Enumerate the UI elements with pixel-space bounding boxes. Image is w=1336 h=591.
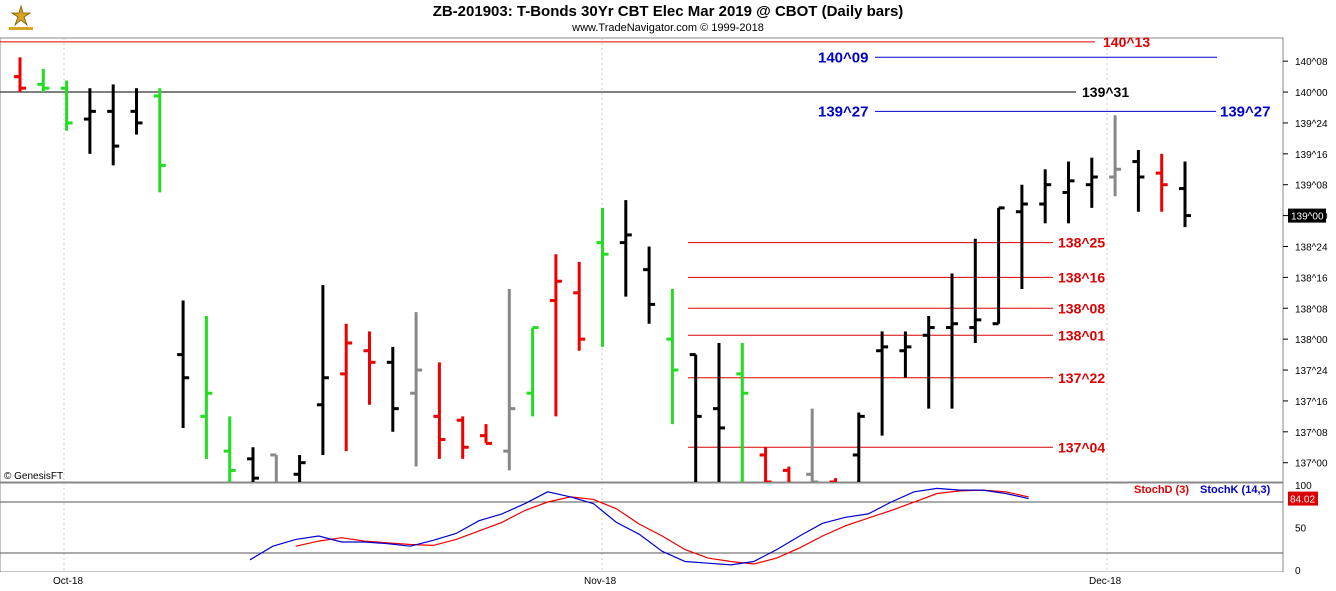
stochastic-panel (0, 482, 1284, 573)
y-axis-tick-label: 137^16 (1295, 397, 1328, 408)
chart-subtitle: www.TradeNavigator.com © 1999-2018 (572, 22, 764, 34)
level-label: 138^16 (1058, 269, 1105, 285)
level-label-right: 139^27 (1220, 103, 1270, 120)
ohlc-bar (480, 424, 492, 445)
y-axis-tick-label: 140^00 (1295, 88, 1328, 99)
y-axis-tick-label: 138^00 (1295, 335, 1328, 346)
genesis-credit: © GenesisFT (4, 471, 63, 482)
stoch-k-line (249, 487, 1029, 566)
price-panel (0, 37, 1284, 483)
ohlc-bar (852, 412, 865, 482)
level-label: 138^25 (1058, 235, 1105, 251)
stoch-d-legend: StochD (3) (1134, 484, 1189, 496)
ohlc-bar (1085, 157, 1098, 208)
ohlc-bar (736, 343, 749, 482)
x-axis-label: Dec-18 (1089, 576, 1122, 587)
ohlc-bar (1179, 161, 1191, 228)
ohlc-bar (666, 288, 679, 425)
chart-header: ZB-201903: T-Bonds 30Yr CBT Elec Mar 201… (0, 0, 1336, 38)
level-label: 140^09 (818, 49, 868, 66)
trade-navigator-logo-icon (9, 4, 33, 30)
ohlc-bar (456, 416, 469, 459)
y-axis-tick-label: 137^00 (1295, 459, 1328, 470)
date-axis-band (0, 572, 1283, 591)
ohlc-bar (946, 273, 958, 409)
level-label: 139^27 (818, 103, 868, 120)
ohlc-bar (992, 206, 1005, 326)
ohlc-bar (223, 416, 236, 482)
ohlc-bar (316, 285, 329, 455)
level-label: 140^13 (1103, 34, 1150, 50)
ohlc-bar (922, 315, 935, 409)
ohlc-bar (503, 288, 516, 471)
ohlc-bar (689, 353, 702, 482)
y-axis-tick-label: 137^08 (1295, 428, 1328, 439)
ohlc-bar (177, 300, 190, 428)
ohlc-bar (596, 207, 609, 347)
level-label: 139^31 (1082, 84, 1129, 100)
level-label: 138^08 (1058, 300, 1105, 316)
y-axis-tick-label: 138^24 (1295, 242, 1328, 253)
stochastic-tick-label: 100 (1295, 481, 1312, 492)
stochastic-last-value: 84.02 (1290, 495, 1315, 506)
ohlc-bar (107, 84, 120, 166)
ohlc-bar (153, 88, 166, 193)
y-axis-tick-label: 138^08 (1295, 304, 1328, 315)
ohlc-bar (410, 312, 423, 467)
x-axis-label: Oct-18 (53, 576, 83, 587)
ohlc-bar (200, 315, 213, 459)
ohlc-bar (293, 454, 306, 482)
stochastic-tick-label: 50 (1295, 524, 1307, 535)
ohlc-bar (1039, 169, 1052, 224)
ohlc-bar (270, 453, 278, 482)
ohlc-bar (782, 466, 791, 482)
ohlc-bar (806, 408, 819, 482)
y-axis-tick-label: 139^24 (1295, 119, 1328, 130)
ohlc-bar (60, 80, 73, 131)
ohlc-bar (526, 326, 539, 417)
ohlc-bar (130, 88, 143, 135)
ohlc-bar (1155, 153, 1168, 212)
y-axis-tick-label: 139^16 (1295, 150, 1328, 161)
ohlc-bar (363, 331, 376, 405)
ohlc-bar (1109, 115, 1122, 197)
ohlc-bar (386, 346, 399, 432)
ohlc-bar (83, 88, 96, 154)
ohlc-bar (1062, 161, 1075, 224)
ohlc-bar (433, 362, 446, 459)
y-axis-tick-label: 140^08 (1295, 57, 1328, 68)
ohlc-bar (899, 331, 912, 378)
ohlc-bar (549, 254, 562, 417)
ohlc-bar (14, 57, 26, 93)
y-axis-tick-label: 137^24 (1295, 366, 1328, 377)
stoch-k-legend: StochK (14,3) (1200, 484, 1271, 496)
y-axis-tick-label: 139^08 (1295, 181, 1328, 192)
level-label: 138^01 (1058, 327, 1105, 343)
ohlc-bar (759, 447, 772, 482)
ohlc-bar (247, 447, 259, 482)
ohlc-bar (876, 331, 889, 436)
last-price-label: 139^00 (1291, 212, 1324, 223)
ohlc-bar (37, 68, 50, 93)
stochastic-tick-label: 0 (1295, 566, 1301, 577)
ohlc-bar (713, 343, 725, 482)
ohlc-bar (619, 200, 632, 297)
chart-title: ZB-201903: T-Bonds 30Yr CBT Elec Mar 201… (432, 3, 904, 20)
ohlc-bar (1132, 149, 1145, 212)
ohlc-bar (573, 261, 586, 351)
ohlc-bar (1015, 184, 1028, 289)
x-axis-label: Nov-18 (584, 576, 617, 587)
level-label: 137^04 (1058, 439, 1105, 455)
ohlc-bar (643, 246, 656, 324)
stochastic-last-box (1288, 491, 1318, 506)
last-price-box (1288, 208, 1326, 223)
ohlc-bar (340, 323, 353, 452)
y-axis-tick-label: 138^16 (1295, 273, 1328, 284)
ohlc-bar (969, 238, 982, 344)
level-label: 137^22 (1058, 370, 1105, 386)
